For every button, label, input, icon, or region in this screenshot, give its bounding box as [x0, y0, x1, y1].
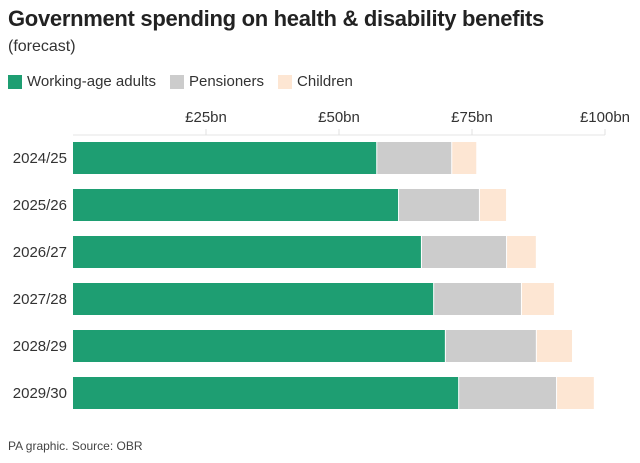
y-category-label: 2025/26	[13, 197, 67, 214]
legend: Working-age adults Pensioners Children	[8, 73, 353, 90]
bar-segment	[557, 377, 594, 409]
bar-segment	[73, 236, 421, 268]
legend-item: Children	[278, 73, 353, 90]
bar-segment	[434, 283, 521, 315]
bar-segment	[421, 236, 507, 268]
bar-segment	[445, 330, 536, 362]
legend-item: Pensioners	[169, 73, 265, 90]
bar-segment	[507, 236, 536, 268]
x-tick-label: £75bn	[451, 109, 493, 126]
bar-segment	[479, 189, 507, 221]
chart-subtitle: (forecast)	[8, 38, 76, 55]
x-tick-label: £100bn	[580, 109, 630, 126]
chart-title: Government spending on health & disabili…	[8, 6, 544, 31]
y-category-label: 2028/29	[13, 338, 67, 355]
legend-swatch	[278, 74, 293, 89]
legend-item: Working-age adults	[8, 73, 156, 90]
bar-segment	[399, 189, 479, 221]
bar-segment	[73, 377, 459, 409]
legend-swatch	[8, 74, 22, 89]
footer-source: PA graphic. Source: OBR	[8, 439, 143, 453]
bar-segment	[521, 283, 554, 315]
y-category-label: 2029/30	[13, 385, 67, 402]
y-category-label: 2026/27	[13, 244, 67, 261]
bar-segment	[452, 142, 477, 174]
bar-segment	[73, 330, 445, 362]
y-category-label: 2027/28	[13, 291, 67, 308]
legend-label: Children	[297, 73, 353, 90]
x-tick-label: £25bn	[185, 109, 227, 126]
bar-segment	[377, 142, 452, 174]
bar-segment	[73, 283, 434, 315]
legend-label: Pensioners	[188, 73, 265, 90]
legend-swatch	[169, 74, 184, 89]
legend-label: Working-age adults	[27, 73, 156, 90]
bar-segment	[73, 189, 399, 221]
bar-segment	[459, 377, 557, 409]
bar-segment	[73, 142, 377, 174]
y-category-label: 2024/25	[13, 150, 67, 167]
x-tick-label: £50bn	[318, 109, 360, 126]
bar-segment	[536, 330, 573, 362]
